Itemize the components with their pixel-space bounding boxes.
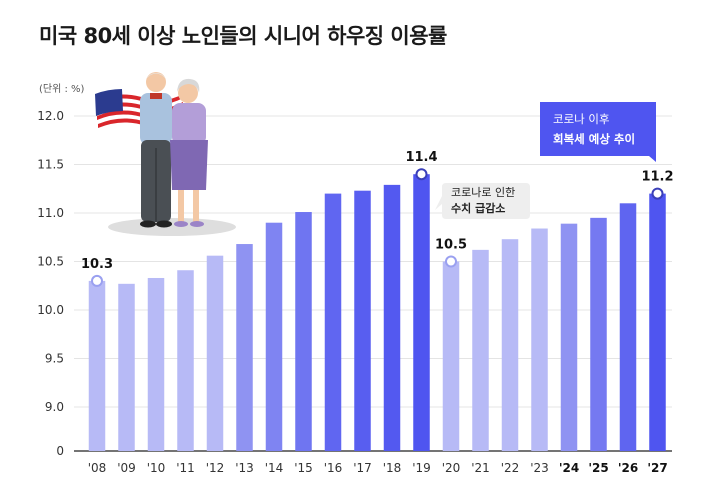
senior-couple-illustration xyxy=(95,72,236,236)
covid-drop-annotation: 코로나로 인한 수치 급감소 xyxy=(435,183,530,219)
x-tick-label: '19 xyxy=(412,461,431,475)
x-tick-label: '17 xyxy=(353,461,372,475)
bar-16 xyxy=(324,193,342,451)
bar-19 xyxy=(413,174,430,451)
y-tick-label: 10.5 xyxy=(37,255,64,269)
covid-note-line-1: 코로나로 인한 xyxy=(451,186,515,199)
grandma-figure xyxy=(170,78,208,227)
recovery-annotation: 코로나 이후 회복세 예상 추이 xyxy=(540,102,656,162)
data-markers xyxy=(91,168,664,287)
bars xyxy=(88,174,666,451)
bar-27 xyxy=(649,193,666,451)
bar-11 xyxy=(177,270,194,451)
bar-24 xyxy=(560,223,578,451)
bar-21 xyxy=(472,249,489,451)
y-tick-label: 11.0 xyxy=(37,206,64,220)
y-axis-ticks: 12.0 11.5 11.0 10.5 10.0 9.5 9.0 0 xyxy=(37,109,64,458)
recovery-note-line-1: 코로나 이후 xyxy=(553,112,610,126)
bar-17 xyxy=(354,190,371,451)
x-tick-label: '23 xyxy=(530,461,549,475)
data-labels: 10.3 11.4 10.5 11.2 xyxy=(81,150,674,272)
x-tick-label: '15 xyxy=(294,461,313,475)
bar-22 xyxy=(501,239,519,451)
bar-09 xyxy=(118,283,135,451)
y-tick-label: 10.0 xyxy=(37,303,64,317)
bar-12 xyxy=(206,255,224,451)
x-tick-label: '20 xyxy=(442,461,461,475)
x-tick-label: '18 xyxy=(383,461,402,475)
bar-10 xyxy=(147,277,165,451)
bar-15 xyxy=(295,212,312,451)
recovery-note-line-2: 회복세 예상 추이 xyxy=(553,132,635,146)
data-label-08: 10.3 xyxy=(81,257,113,272)
y-tick-label: 9.5 xyxy=(45,352,64,366)
x-tick-label: '21 xyxy=(471,461,490,475)
y-tick-label: 0 xyxy=(56,444,64,458)
bar-14 xyxy=(265,222,283,451)
x-tick-label: '13 xyxy=(235,461,254,475)
y-tick-label: 12.0 xyxy=(37,109,64,123)
unit-label: (단위 : %) xyxy=(39,82,85,95)
x-tick-label: '09 xyxy=(117,461,136,475)
data-label-19: 11.4 xyxy=(405,150,437,165)
data-label-27: 11.2 xyxy=(641,170,673,185)
x-tick-label: '26 xyxy=(618,461,638,475)
grandpa-figure xyxy=(140,72,172,228)
x-tick-label: '10 xyxy=(147,461,166,475)
x-tick-label: '27 xyxy=(647,461,667,475)
marker-20 xyxy=(445,255,457,268)
x-tick-label: '24 xyxy=(559,461,579,475)
bar-25 xyxy=(590,217,607,451)
data-label-20: 10.5 xyxy=(435,238,467,253)
chart-title: 미국 80세 이상 노인들의 시니어 하우징 이용률 xyxy=(39,24,447,48)
x-tick-label: '14 xyxy=(265,461,284,475)
x-tick-label: '16 xyxy=(324,461,343,475)
floor-shadow xyxy=(108,218,236,236)
x-axis-ticks: '08 '09 '10 '11 '12 '13 '14 '15 '16 '17 '18 '19 '20 '… xyxy=(88,461,668,475)
x-tick-label: '12 xyxy=(206,461,225,475)
bar-20 xyxy=(442,261,460,451)
bar-08 xyxy=(88,280,106,451)
y-tick-label: 9.0 xyxy=(45,400,64,414)
bar-26 xyxy=(619,203,637,451)
bar-23 xyxy=(531,228,548,451)
marker-27 xyxy=(651,187,664,200)
bar-13 xyxy=(236,244,253,451)
marker-19 xyxy=(415,168,428,181)
marker-08 xyxy=(91,274,103,287)
x-tick-label: '25 xyxy=(588,461,608,475)
covid-note-line-2: 수치 급감소 xyxy=(451,201,505,215)
bar-18 xyxy=(383,184,401,451)
x-tick-label: '08 xyxy=(88,461,107,475)
y-tick-label: 11.5 xyxy=(37,158,64,172)
x-tick-label: '11 xyxy=(176,461,195,475)
x-tick-label: '22 xyxy=(501,461,520,475)
